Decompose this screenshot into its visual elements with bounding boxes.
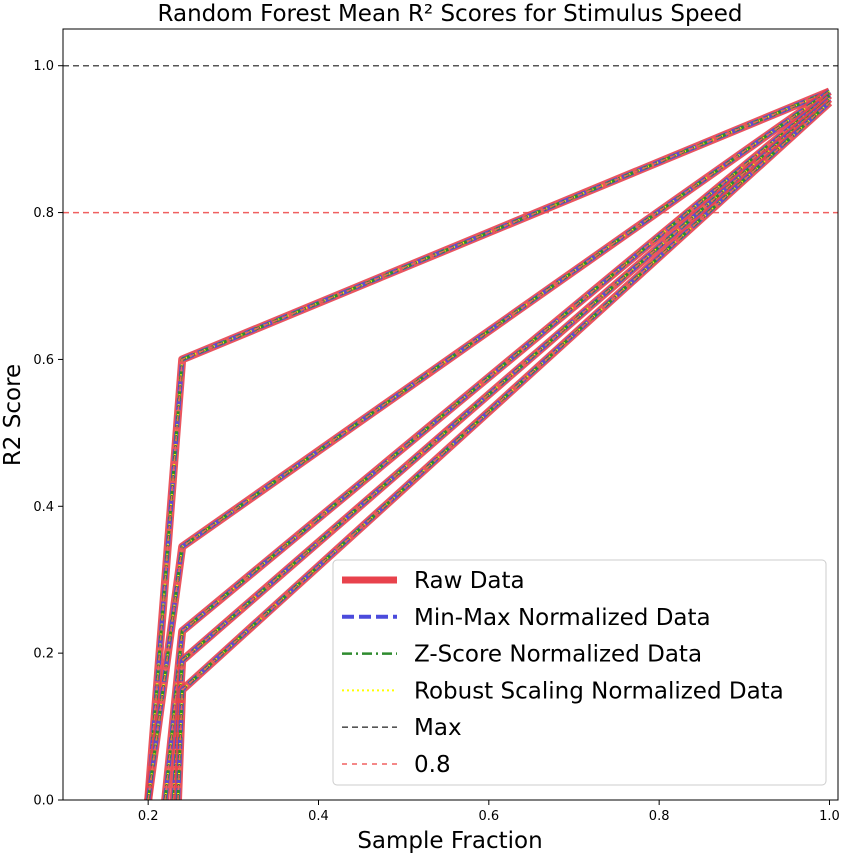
- series-line-min-max-3: [171, 97, 831, 800]
- chart-title: Random Forest Mean R² Scores for Stimulu…: [158, 1, 743, 27]
- x-axis-label: Sample Fraction: [357, 828, 542, 854]
- y-tick-label: 0.8: [33, 206, 54, 221]
- x-tick-label: 0.8: [649, 809, 670, 824]
- legend: Raw Data Min-Max Normalized Data Z-Score N…: [332, 559, 827, 786]
- series-line-threshold-style-4: [177, 101, 830, 800]
- plot-frame: [62, 28, 839, 801]
- x-axis: 0.2 0.4 0.6 0.8 1.0: [138, 800, 840, 824]
- series-line-z-score-2: [163, 93, 831, 800]
- y-axis: 0.0 0.2 0.4 0.6 0.8 1.0: [33, 59, 63, 809]
- series-line-threshold-style-1: [147, 90, 830, 800]
- series-line-threshold-style-0: [147, 90, 830, 800]
- y-tick-label: 0.0: [33, 794, 54, 809]
- x-tick-label: 1.0: [819, 809, 840, 824]
- x-tick-label: 0.4: [308, 809, 329, 824]
- legend-label-max: Max: [414, 715, 462, 741]
- x-tick-label: 0.2: [138, 809, 159, 824]
- y-tick-label: 0.4: [33, 500, 54, 515]
- x-tick-label: 0.6: [478, 809, 499, 824]
- legend-label-z-score: Z-Score Normalized Data: [414, 642, 702, 668]
- y-tick-label: 0.6: [33, 353, 54, 368]
- y-axis-label: R2 Score: [0, 364, 26, 466]
- y-tick-label: 1.0: [33, 59, 54, 74]
- legend-box: [332, 559, 827, 786]
- legend-label-robust-scaling: Robust Scaling Normalized Data: [414, 678, 784, 704]
- legend-label-raw-data: Raw Data: [414, 568, 525, 594]
- legend-label-threshold: 0.8: [414, 752, 451, 778]
- legend-label-min-max: Min-Max Normalized Data: [414, 605, 711, 631]
- y-tick-label: 0.2: [33, 647, 54, 662]
- series-line-threshold-style-2: [164, 94, 830, 800]
- series-line-threshold-style-3: [173, 98, 830, 800]
- plot-area: [63, 64, 838, 800]
